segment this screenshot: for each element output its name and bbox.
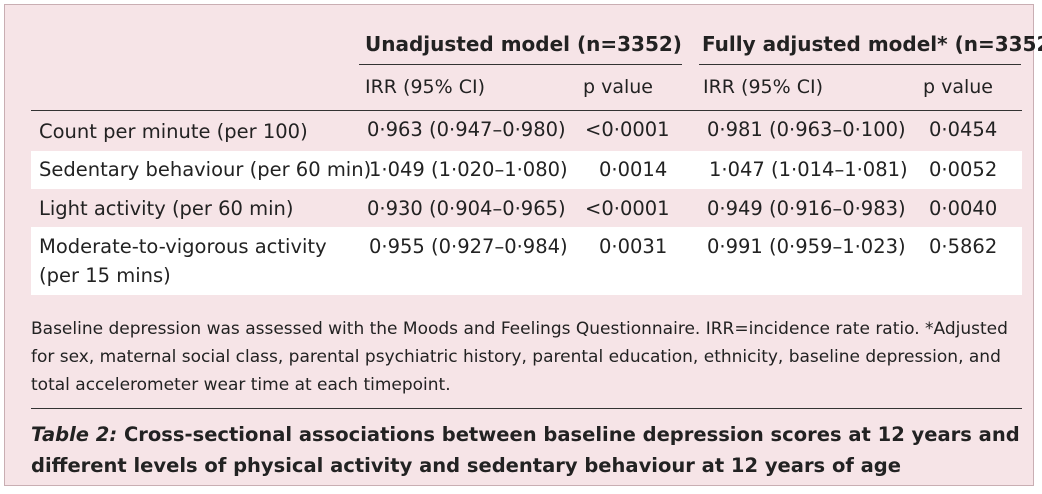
table-footnote: Baseline depression was assessed with th… xyxy=(31,319,1008,395)
p-unadjusted-cell: 0·0031 xyxy=(599,235,668,258)
row-label: Count per minute (per 100) xyxy=(39,120,308,143)
caption-text: Cross-sectional associations between bas… xyxy=(31,423,1020,477)
p-value-unadjusted-header: p value xyxy=(583,76,653,98)
irr-unadjusted-cell: 0·930 (0·904–0·965) xyxy=(367,197,566,220)
irr-unadjusted-header: IRR (95% CI) xyxy=(365,76,486,98)
irr-adjusted-cell: 0·991 (0·959–1·023) xyxy=(707,235,906,258)
p-adjusted-cell: 0·5862 xyxy=(929,235,998,258)
table-row: Count per minute (per 100) 0·963 (0·947–… xyxy=(31,113,1022,151)
table-row: Light activity (per 60 min) 0·930 (0·904… xyxy=(31,189,1022,227)
row-label: Light activity (per 60 min) xyxy=(39,197,294,220)
caption-label: Table 2: xyxy=(31,423,118,446)
p-unadjusted-cell: 0·0014 xyxy=(599,158,668,181)
p-adjusted-cell: 0·0454 xyxy=(929,118,998,141)
irr-adjusted-cell: 0·981 (0·963–0·100) xyxy=(707,118,906,141)
row-label: Sedentary behaviour (per 60 min) xyxy=(39,158,372,181)
table-caption: Table 2: Cross-sectional associations be… xyxy=(31,419,1021,481)
irr-unadjusted-cell: 1·049 (1·020–1·080) xyxy=(369,158,568,181)
table-row: Sedentary behaviour (per 60 min) 1·049 (… xyxy=(31,151,1022,189)
p-adjusted-cell: 0·0040 xyxy=(929,197,998,220)
caption-rule xyxy=(31,408,1022,409)
adjusted-header-rule xyxy=(699,64,1021,65)
adjusted-model-header: Fully adjusted model* (n=3352) xyxy=(702,32,1042,56)
column-header-rule xyxy=(31,110,1022,111)
p-unadjusted-cell: <0·0001 xyxy=(585,197,670,220)
row-label-continuation: (per 15 mins) xyxy=(39,264,171,287)
table-row: Moderate-to-vigorous activity (per 15 mi… xyxy=(31,227,1022,295)
p-unadjusted-cell: <0·0001 xyxy=(585,118,670,141)
row-label: Moderate-to-vigorous activity xyxy=(39,235,327,258)
table-panel: Unadjusted model (n=3352) Fully adjusted… xyxy=(4,4,1042,486)
unadjusted-model-header: Unadjusted model (n=3352) xyxy=(365,32,682,56)
irr-adjusted-cell: 0·949 (0·916–0·983) xyxy=(707,197,906,220)
p-value-adjusted-header: p value xyxy=(923,76,993,98)
irr-adjusted-header: IRR (95% CI) xyxy=(703,76,824,98)
irr-unadjusted-cell: 0·955 (0·927–0·984) xyxy=(369,235,568,258)
unadjusted-header-rule xyxy=(359,64,682,65)
p-adjusted-cell: 0·0052 xyxy=(929,158,998,181)
irr-adjusted-cell: 1·047 (1·014–1·081) xyxy=(709,158,908,181)
irr-unadjusted-cell: 0·963 (0·947–0·980) xyxy=(367,118,566,141)
